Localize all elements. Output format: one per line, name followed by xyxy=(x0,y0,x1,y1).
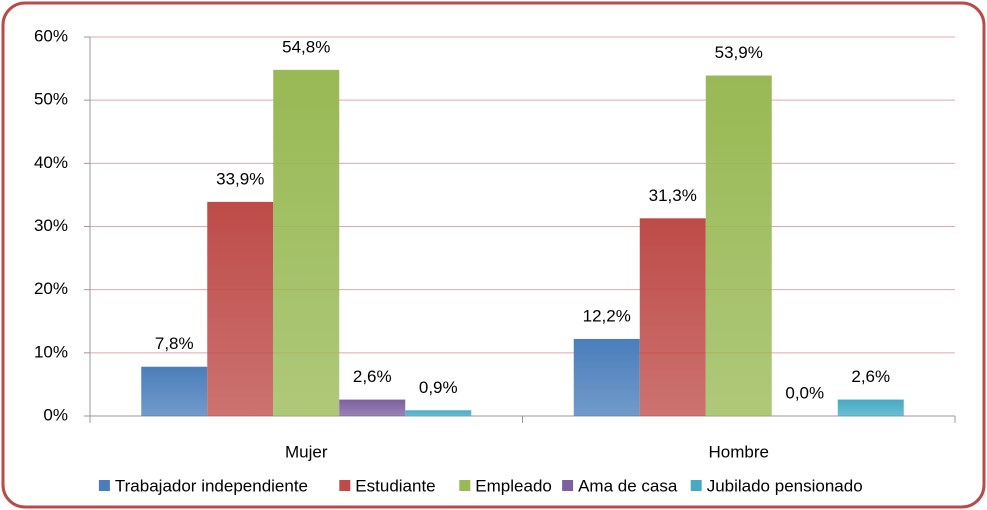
bar xyxy=(207,201,274,416)
bar xyxy=(141,366,208,416)
data-label: 53,9% xyxy=(715,43,763,62)
y-tick-label: 40% xyxy=(34,153,68,172)
data-label: 2,6% xyxy=(353,367,392,386)
legend-swatch xyxy=(339,480,351,491)
legend-swatch xyxy=(562,480,574,491)
bar xyxy=(273,69,340,416)
legend-label: Ama de casa xyxy=(578,476,678,495)
data-label: 33,9% xyxy=(216,169,264,188)
bar xyxy=(405,410,472,416)
y-tick-label: 20% xyxy=(34,279,68,298)
bar xyxy=(705,75,772,416)
legend-label: Trabajador independiente xyxy=(115,476,308,495)
legend-swatch xyxy=(98,480,110,491)
data-label: 2,6% xyxy=(851,367,890,386)
legend-swatch xyxy=(690,480,702,491)
x-tick-label: Hombre xyxy=(709,442,769,461)
legend-label: Jubilado pensionado xyxy=(707,476,863,495)
y-tick-label: 50% xyxy=(34,90,68,109)
bar xyxy=(339,399,406,416)
y-tick-label: 30% xyxy=(34,216,68,235)
y-tick-label: 60% xyxy=(34,26,68,45)
data-label: 31,3% xyxy=(649,186,697,205)
data-label: 7,8% xyxy=(155,334,194,353)
x-tick-label: Mujer xyxy=(285,442,328,461)
data-label: 12,2% xyxy=(583,306,631,325)
data-label: 0,0% xyxy=(785,383,824,402)
legend-label: Empleado xyxy=(475,476,552,495)
bar xyxy=(573,338,640,416)
data-label: 54,8% xyxy=(282,37,330,56)
legend-label: Estudiante xyxy=(355,476,435,495)
legend-swatch xyxy=(459,480,471,491)
y-tick-label: 0% xyxy=(43,405,68,424)
bar xyxy=(639,218,706,416)
y-tick-label: 10% xyxy=(34,342,68,361)
data-label: 0,9% xyxy=(419,378,458,397)
bar xyxy=(837,399,904,416)
